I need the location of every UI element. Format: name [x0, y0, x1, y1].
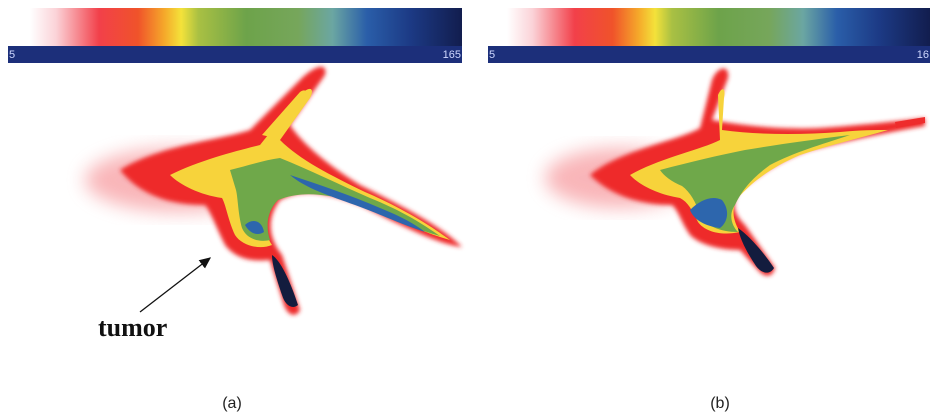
page: {"panels": [ {"colorbar": {"min": "5", "…	[0, 0, 930, 417]
colorbar-base	[488, 46, 930, 63]
colorbar-min: 5	[9, 49, 15, 61]
annotation: tumor	[98, 313, 167, 342]
colorbar-base	[8, 46, 462, 63]
figure: 5 165 5 16 tumor (a) (b)	[0, 0, 930, 417]
colorbar-max: 165	[443, 49, 461, 61]
colorbar	[507, 8, 930, 46]
image-b	[545, 68, 925, 275]
panel-label: (b)	[710, 395, 730, 412]
panel-label: (a)	[222, 395, 242, 412]
annotation-arrow	[140, 258, 210, 312]
image-a	[85, 67, 462, 315]
colorbar-max: 16	[917, 49, 929, 61]
colorbar-min: 5	[489, 49, 495, 61]
colorbar	[30, 8, 462, 46]
